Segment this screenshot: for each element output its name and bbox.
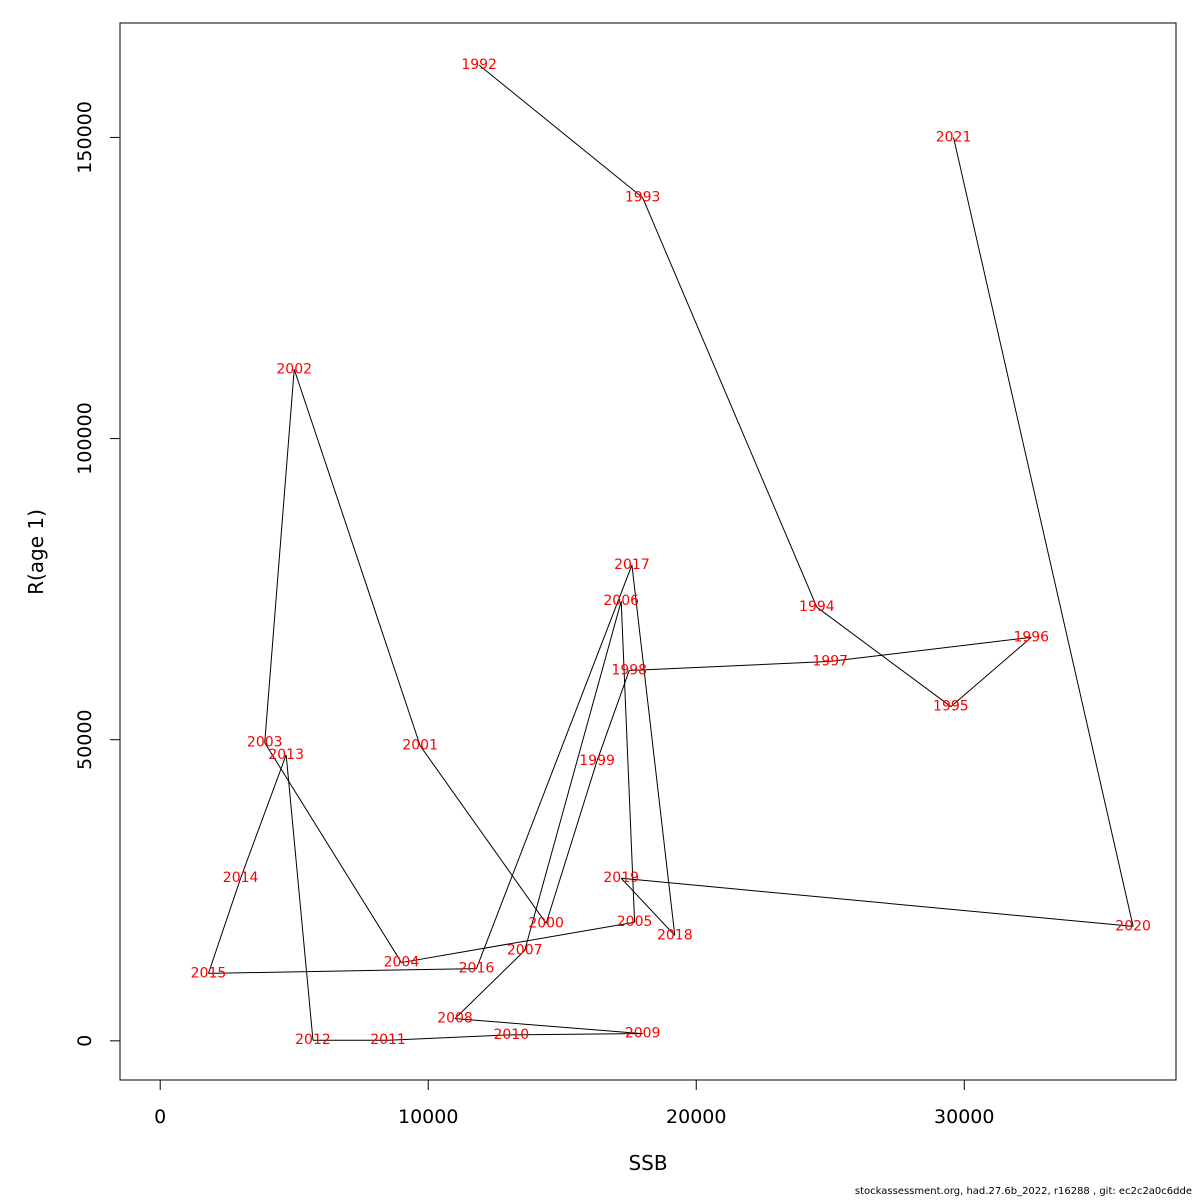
y-tick-label: 150000 (74, 101, 96, 174)
year-label-2010: 2010 (493, 1027, 529, 1043)
segment-2019-2020 (621, 877, 1134, 927)
segment-2010-2011 (387, 1034, 512, 1041)
segment-2009-2010 (511, 1033, 643, 1036)
segment-1994-1995 (816, 606, 952, 707)
x-axis: 0 10000 20000 30000 (154, 1079, 994, 1128)
segment-2008-2009 (454, 1018, 643, 1035)
x-axis-title: SSB (628, 1151, 667, 1175)
segment-2003-2004 (264, 742, 402, 963)
year-label-2012: 2012 (295, 1032, 331, 1048)
year-label-2001: 2001 (402, 738, 438, 754)
segment-1998-1999 (596, 670, 630, 761)
year-label-2011: 2011 (370, 1032, 406, 1048)
year-label-1992: 1992 (461, 57, 497, 73)
y-tick-label: 50000 (74, 709, 96, 769)
year-label-2000: 2000 (528, 915, 564, 931)
year-label-2003: 2003 (247, 735, 283, 751)
y-tick-label: 100000 (74, 402, 96, 475)
year-label-2019: 2019 (603, 870, 639, 886)
year-label-1997: 1997 (812, 653, 848, 669)
segment-2007-2008 (454, 950, 526, 1019)
y-axis-title: R(age 1) (24, 509, 48, 595)
x-tick-label: 10000 (398, 1106, 458, 1128)
year-label-2013: 2013 (268, 747, 304, 763)
year-label-2006: 2006 (603, 593, 639, 609)
trajectory-lines (207, 64, 1134, 1041)
x-tick-label: 20000 (666, 1106, 726, 1128)
year-label-2009: 2009 (625, 1026, 661, 1042)
year-label-1999: 1999 (579, 753, 615, 769)
year-label-2005: 2005 (617, 914, 653, 930)
year-label-2002: 2002 (276, 361, 312, 377)
year-label-2018: 2018 (657, 927, 693, 943)
segment-1992-1993 (478, 64, 643, 199)
year-label-2016: 2016 (459, 961, 495, 977)
segment-1995-1996 (950, 636, 1032, 707)
year-label-2014: 2014 (223, 870, 259, 886)
year-label-1996: 1996 (1013, 629, 1049, 645)
segment-2016-2017 (476, 564, 633, 969)
segment-2014-2015 (207, 878, 242, 974)
year-label-2021: 2021 (936, 129, 972, 145)
year-label-2007: 2007 (507, 943, 543, 959)
year-label-2015: 2015 (191, 965, 227, 981)
segment-2013-2014 (240, 754, 287, 879)
year-label-1995: 1995 (933, 699, 969, 715)
segment-2005-2006 (620, 601, 636, 923)
segment-2012-2013 (285, 754, 314, 1041)
segment-2001-2002 (293, 369, 421, 746)
y-tick-label: 0 (74, 1035, 96, 1047)
year-label-1994: 1994 (799, 599, 835, 615)
year-label-1993: 1993 (625, 190, 661, 206)
segment-2018-2019 (620, 877, 676, 936)
segment-2006-2007 (524, 601, 622, 951)
year-label-2017: 2017 (614, 557, 650, 573)
segment-1999-2000 (545, 760, 598, 924)
segment-2020-2021 (953, 137, 1134, 927)
segment-2017-2018 (631, 564, 676, 936)
segment-2000-2001 (419, 745, 547, 924)
segment-1997-1998 (629, 660, 831, 671)
segment-2015-2016 (208, 968, 477, 974)
year-label-1998: 1998 (611, 662, 647, 678)
footer-credit: stockassessment.org, had.27.6b_2022, r16… (854, 1186, 1192, 1197)
y-axis: 0 50000 100000 150000 (74, 101, 121, 1047)
x-tick-label: 30000 (934, 1106, 994, 1128)
segment-2002-2003 (264, 369, 295, 743)
year-labels: 1992 1993 1994 1995 1996 1997 1998 1999 2000 2001… (191, 57, 1151, 1048)
segment-1993-1994 (642, 197, 818, 608)
year-label-2020: 2020 (1115, 918, 1151, 934)
segment-1996-1997 (830, 636, 1032, 662)
year-label-2008: 2008 (437, 1011, 473, 1027)
segment-2004-2005 (401, 921, 635, 964)
year-label-2004: 2004 (384, 955, 420, 971)
x-tick-label: 0 (154, 1106, 166, 1128)
